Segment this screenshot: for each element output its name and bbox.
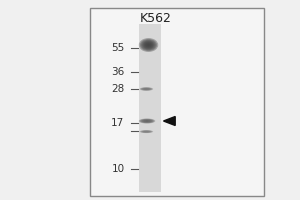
Ellipse shape (141, 119, 153, 123)
Ellipse shape (139, 118, 155, 123)
Ellipse shape (139, 38, 158, 52)
Bar (90, 8, 264, 196)
Ellipse shape (142, 119, 152, 123)
Ellipse shape (142, 131, 151, 133)
Ellipse shape (144, 120, 150, 122)
Text: 28: 28 (111, 84, 124, 94)
Ellipse shape (140, 130, 153, 133)
Ellipse shape (141, 40, 156, 50)
Text: 55: 55 (111, 43, 124, 53)
Ellipse shape (140, 87, 152, 91)
Ellipse shape (141, 130, 152, 133)
Ellipse shape (143, 120, 151, 122)
Ellipse shape (140, 87, 153, 91)
Ellipse shape (146, 43, 151, 47)
Ellipse shape (144, 88, 149, 90)
Ellipse shape (140, 130, 152, 133)
Ellipse shape (140, 119, 154, 123)
Ellipse shape (142, 41, 154, 49)
Ellipse shape (144, 131, 149, 132)
Text: 17: 17 (111, 118, 124, 128)
Bar (139, 24, 161, 192)
Ellipse shape (143, 88, 150, 90)
Polygon shape (164, 116, 175, 126)
Text: 10: 10 (111, 164, 124, 174)
Ellipse shape (145, 131, 148, 132)
Ellipse shape (145, 42, 152, 48)
Ellipse shape (144, 42, 153, 48)
Ellipse shape (140, 39, 157, 51)
Ellipse shape (141, 88, 152, 90)
Ellipse shape (142, 88, 151, 90)
Ellipse shape (145, 120, 149, 122)
Text: K562: K562 (140, 11, 172, 24)
Ellipse shape (143, 131, 150, 132)
Text: 36: 36 (111, 67, 124, 77)
